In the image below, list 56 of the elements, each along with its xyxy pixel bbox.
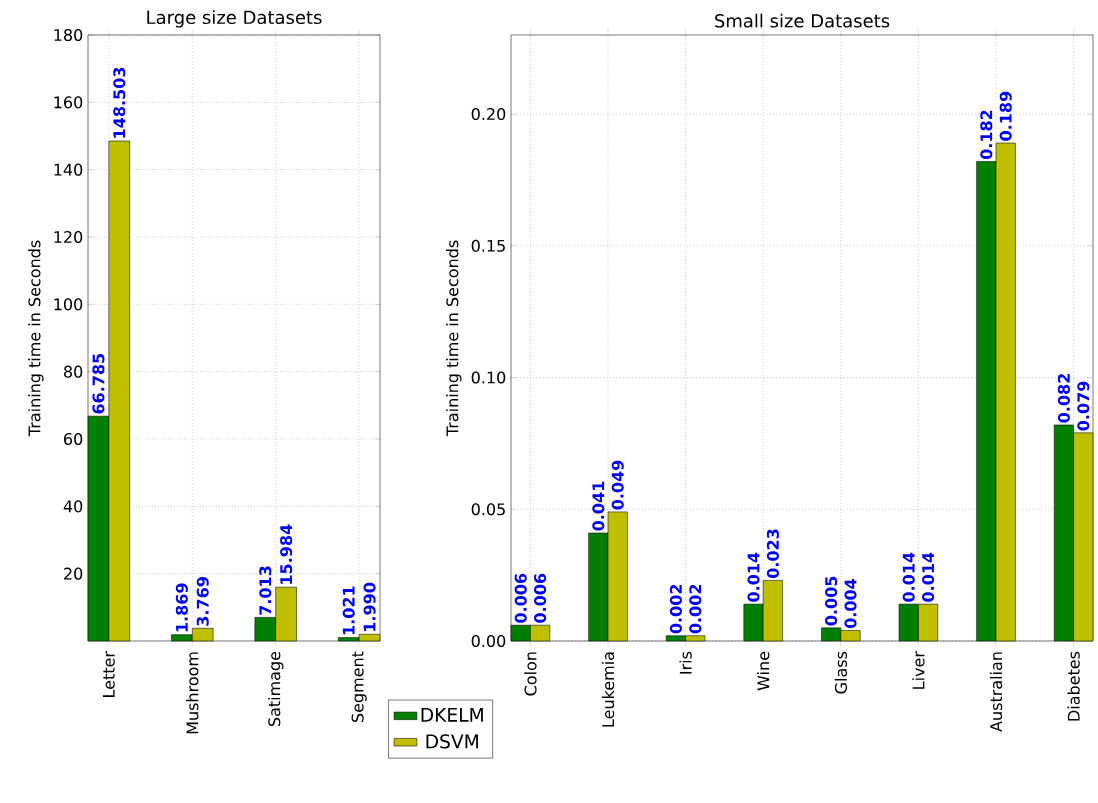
x-tick-label: Segment [351,651,367,722]
chart-title: Large size Datasets [147,10,322,28]
data-label: 0.082 [1057,374,1070,423]
data-label: 0.182 [980,110,993,160]
data-label: 0.023 [766,529,779,579]
data-label: 0.079 [1077,381,1090,431]
data-label: 0.049 [611,460,624,510]
x-tick-label: Colon [524,652,537,696]
chart-title: Small size Datasets [715,13,890,28]
data-label: 1.869 [175,583,188,632]
data-label: 15.984 [280,524,293,584]
legend-label: DSVM [426,734,478,749]
x-tick-label: Leukemia [601,652,615,727]
x-tick-label: Letter [102,651,115,697]
y-tick-label: 20 [64,567,83,580]
x-tick-label: Mushroom [186,652,199,734]
y-tick-label: 180 [54,28,83,42]
data-label: 148.503 [113,67,126,138]
data-label: 0.004 [844,578,857,629]
x-tick-label: Wine [757,651,770,691]
x-tick-label: Liver [912,651,925,689]
y-tick-label: 0.20 [471,107,506,121]
x-tick-label: Australian [989,652,1003,732]
y-tick-label: 0.05 [471,503,505,516]
x-tick-label: Glass [834,651,847,694]
y-tick-label: 60 [64,432,83,446]
y-tick-label: 160 [54,96,83,109]
data-label: 0.002 [689,584,702,634]
y-axis-title: Training time in Seconds [446,240,462,437]
x-tick-label: Diabetes [1067,651,1080,721]
data-label: 0.006 [534,573,547,623]
data-label: 66.785 [92,353,105,414]
data-label: 0.006 [514,573,527,623]
x-tick-label: Satimage [267,651,284,727]
data-label: 0.014 [902,552,915,602]
data-label: 1.021 [342,586,355,635]
x-tick-label: Iris [679,651,692,674]
y-tick-label: 100 [54,298,83,311]
y-tick-label: 120 [54,230,83,244]
data-label: 7.013 [259,566,272,615]
data-label: 0.014 [747,552,760,602]
y-tick-label: 40 [63,500,83,513]
y-tick-label: 0.15 [471,239,505,252]
data-label: 0.002 [669,584,682,634]
data-label: 0.014 [922,552,935,602]
data-label: 1.990 [363,582,376,631]
data-label: 0.041 [592,481,605,531]
data-label: 3.769 [196,577,209,626]
y-tick-label: 0.00 [471,634,506,648]
y-axis-title: Training time in Seconds [28,240,44,437]
y-tick-label: 140 [54,163,83,176]
y-tick-label: 80 [64,365,83,378]
legend-label: DKELM [421,708,483,722]
data-label: 0.005 [825,576,838,626]
data-label: 0.189 [999,91,1012,141]
y-tick-label: 0.10 [471,371,506,384]
